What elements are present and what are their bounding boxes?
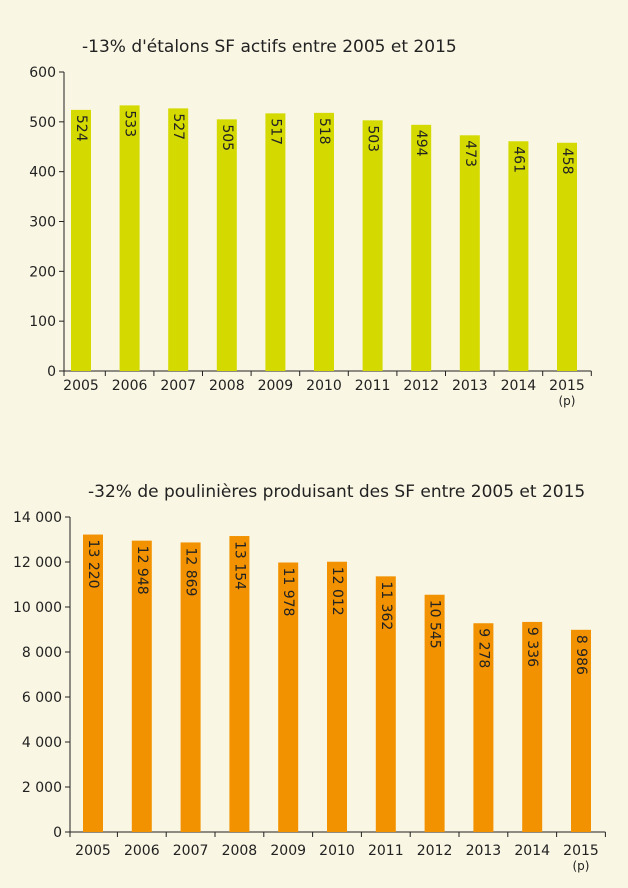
bar (375, 576, 396, 832)
x-tick-label: 2006 (124, 843, 160, 859)
x-tick-sublabel: (p) (559, 394, 576, 408)
x-tick-label: 2011 (368, 843, 404, 859)
x-tick-label: 2013 (452, 378, 488, 394)
y-tick-label: 10 000 (13, 600, 62, 616)
bar (424, 594, 445, 832)
y-tick-label: 0 (53, 825, 62, 841)
data-label: 494 (413, 130, 429, 157)
data-label: 518 (316, 118, 332, 145)
bar (265, 113, 286, 371)
y-tick-label: 500 (29, 115, 56, 131)
data-label: 458 (559, 148, 575, 175)
y-tick-label: 2 000 (22, 780, 62, 796)
data-label: 473 (462, 140, 478, 167)
bar (131, 540, 152, 832)
x-tick-label: 2008 (209, 378, 245, 394)
bar (459, 135, 480, 371)
bar (168, 108, 189, 372)
x-tick-label: 2007 (173, 843, 209, 859)
data-label: 461 (510, 146, 526, 173)
data-label: 11 978 (280, 567, 296, 616)
y-tick-label: 100 (29, 314, 56, 330)
chart-title: -32% de poulinières produisant des SF en… (88, 482, 585, 502)
bar (71, 109, 91, 371)
bar (362, 120, 383, 371)
x-tick-label: 2014 (514, 843, 550, 859)
data-label: 505 (219, 124, 235, 151)
data-label: 524 (73, 115, 89, 142)
chart-title: -13% d'étalons SF actifs entre 2005 et 2… (82, 37, 457, 57)
x-tick-label: 2015 (549, 378, 585, 394)
bar (473, 623, 494, 832)
bar (327, 561, 347, 832)
y-tick-label: 200 (29, 264, 56, 280)
x-tick-label: 2012 (417, 843, 453, 859)
x-tick-label: 2006 (112, 378, 148, 394)
bar (557, 142, 577, 371)
bar (522, 621, 543, 832)
x-tick-label: 2009 (270, 843, 306, 859)
x-tick-label: 2005 (63, 378, 99, 394)
y-tick-label: 12 000 (13, 555, 62, 571)
y-tick-label: 8 000 (22, 645, 62, 661)
data-label: 9 336 (524, 627, 540, 667)
bar (216, 119, 237, 371)
y-tick-label: 6 000 (22, 690, 62, 706)
bar (411, 124, 432, 371)
data-label: 517 (267, 118, 283, 145)
x-tick-sublabel: (p) (573, 859, 590, 873)
bar (571, 629, 591, 832)
bar (314, 112, 334, 371)
data-label: 12 948 (134, 546, 150, 595)
y-tick-label: 300 (29, 215, 56, 231)
bar (180, 542, 201, 832)
data-label: 9 278 (475, 628, 491, 668)
y-tick-label: 400 (29, 165, 56, 181)
data-label: 8 986 (573, 635, 589, 675)
x-tick-label: 2013 (466, 843, 502, 859)
y-tick-label: 14 000 (13, 510, 62, 526)
chart-broodmares: -32% de poulinières produisant des SF en… (13, 482, 606, 873)
x-tick-label: 2008 (222, 843, 258, 859)
x-tick-label: 2007 (160, 378, 196, 394)
x-tick-label: 2010 (306, 378, 342, 394)
data-label: 13 220 (85, 540, 101, 589)
x-tick-label: 2009 (258, 378, 294, 394)
data-label: 503 (365, 125, 381, 152)
data-label: 12 869 (183, 547, 199, 596)
data-label: 527 (170, 113, 186, 140)
data-label: 12 012 (329, 567, 345, 616)
bar (229, 536, 250, 832)
bar (278, 562, 299, 832)
y-tick-label: 4 000 (22, 735, 62, 751)
data-label: 13 154 (231, 541, 247, 590)
data-label: 10 545 (427, 600, 443, 649)
bar (83, 534, 103, 832)
data-label: 533 (122, 110, 138, 137)
x-tick-label: 2012 (403, 378, 439, 394)
bar (508, 141, 529, 371)
chart-stallions: -13% d'étalons SF actifs entre 2005 et 2… (29, 37, 592, 408)
x-tick-label: 2015 (563, 843, 599, 859)
data-label: 11 362 (378, 581, 394, 630)
bar (119, 105, 140, 371)
x-tick-label: 2010 (319, 843, 355, 859)
y-tick-label: 0 (47, 364, 56, 380)
x-tick-label: 2014 (501, 378, 537, 394)
x-tick-label: 2011 (355, 378, 391, 394)
x-tick-label: 2005 (75, 843, 111, 859)
y-tick-label: 600 (29, 65, 56, 81)
